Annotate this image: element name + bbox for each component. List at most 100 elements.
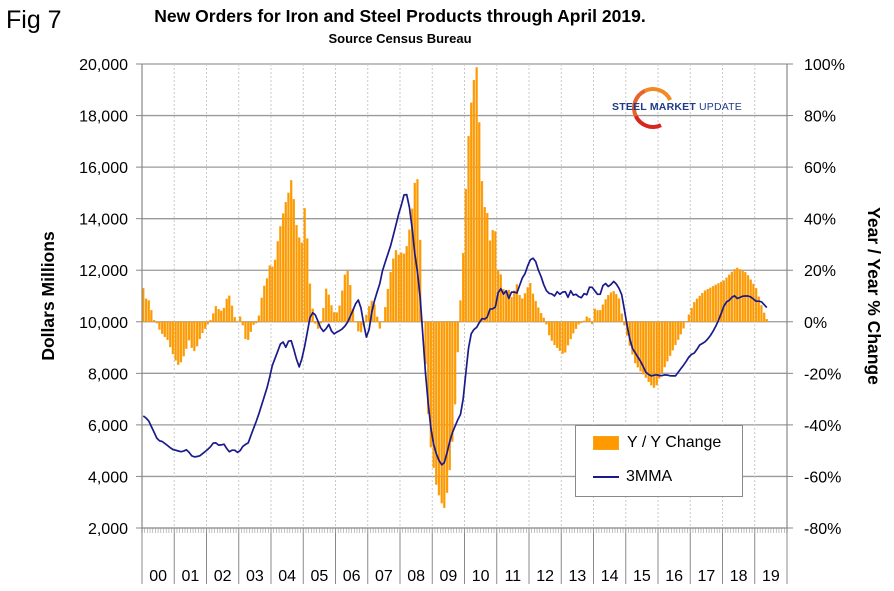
bar-yoy (499, 274, 502, 322)
bar-yoy (534, 301, 537, 322)
bar-yoy (572, 321, 575, 334)
x-tick-label: 17 (697, 568, 715, 585)
bar-yoy (725, 277, 728, 322)
bar-yoy (161, 321, 164, 334)
bar-yoy (701, 292, 704, 322)
bar-yoy (338, 305, 341, 322)
bar-series-yoy (142, 67, 768, 508)
legend-label-yoy: Y / Y Change (627, 434, 722, 451)
chart-subtitle: Source Census Bureau (328, 31, 472, 46)
x-tick-label: 01 (181, 568, 199, 585)
bar-yoy (545, 321, 548, 325)
bar-yoy (601, 304, 605, 322)
bar-yoy (542, 317, 545, 322)
bar-yoy (746, 275, 750, 322)
bar-yoy (376, 316, 379, 322)
bar-yoy (400, 252, 403, 322)
y-tick-label-right: 60% (804, 160, 836, 177)
bar-yoy (539, 313, 543, 322)
bar-yoy (693, 302, 696, 322)
bar-yoy (502, 288, 505, 322)
legend-line-swatch (593, 476, 619, 478)
logo-word-market: MARKET (649, 101, 696, 113)
bar-yoy (647, 321, 650, 383)
bar-yoy (677, 321, 680, 340)
bar-yoy (505, 290, 508, 322)
x-tick-label: 19 (762, 568, 780, 585)
bar-yoy (292, 199, 295, 322)
bar-yoy (585, 316, 588, 322)
bar-yoy (666, 321, 669, 362)
bar-yoy (604, 299, 607, 322)
bar-yoy (408, 229, 411, 322)
x-tick-label: 09 (439, 568, 457, 585)
bar-yoy (416, 179, 419, 322)
bar-yoy (491, 230, 494, 322)
bar-yoy (230, 305, 234, 322)
bar-yoy (373, 304, 376, 322)
y-tick-label-left: 6,000 (88, 418, 128, 435)
x-tick-label: 14 (601, 568, 619, 585)
bar-yoy (177, 321, 180, 365)
bar-yoy (158, 321, 161, 330)
bar-yoy (510, 297, 513, 322)
bar-yoy (736, 267, 739, 322)
bar-yoy (185, 321, 188, 349)
bar-yoy (322, 307, 325, 322)
bar-yoy (357, 321, 360, 332)
bar-yoy (760, 305, 763, 322)
bar-yoy (448, 321, 451, 471)
bar-yoy (281, 213, 285, 322)
bar-yoy (451, 321, 454, 442)
bar-yoy (324, 288, 328, 322)
bar-yoy (620, 313, 623, 322)
legend-label-3mma: 3MMA (626, 468, 673, 485)
bar-yoy (432, 321, 435, 468)
bar-yoy (287, 192, 290, 322)
y-tick-label-left: 18,000 (79, 109, 128, 126)
bar-yoy (550, 321, 553, 341)
bar-yoy (462, 252, 465, 322)
bar-yoy (314, 321, 317, 324)
bar-yoy (580, 321, 583, 324)
y-tick-label-right: 20% (804, 263, 836, 280)
bar-yoy (209, 319, 212, 322)
bar-yoy (190, 321, 193, 348)
bar-yoy (359, 321, 363, 333)
bar-yoy (470, 102, 473, 322)
bar-yoy (596, 310, 599, 322)
bar-yoy (445, 321, 449, 493)
bar-yoy (298, 237, 301, 322)
bar-yoy (437, 321, 441, 496)
bar-yoy (706, 288, 709, 322)
bar-yoy (695, 298, 699, 322)
bar-yoy (494, 231, 497, 322)
bar-yoy (440, 321, 443, 504)
bar-yoy (623, 321, 626, 326)
bar-yoy (365, 314, 368, 322)
bar-yoy (150, 310, 153, 322)
bar-yoy (247, 321, 250, 340)
bar-yoy (225, 298, 228, 322)
bar-yoy (507, 289, 510, 322)
bar-yoy (513, 290, 516, 322)
bar-yoy (566, 321, 570, 346)
bar-yoy (765, 319, 768, 322)
y-tick-label-right: 40% (804, 212, 836, 229)
y-tick-label-left: 12,000 (79, 263, 128, 280)
y-tick-label-right: 100% (804, 57, 845, 74)
bar-yoy (386, 288, 390, 322)
bar-yoy (182, 321, 185, 357)
bar-yoy (679, 321, 682, 335)
bar-yoy (410, 208, 414, 322)
bar-yoy (609, 292, 613, 322)
bar-yoy (650, 321, 653, 386)
bar-yoy (381, 321, 384, 323)
bar-yoy (593, 308, 596, 322)
bar-yoy (599, 310, 602, 322)
bar-yoy (252, 321, 255, 325)
bar-yoy (378, 321, 381, 329)
bar-yoy (556, 321, 559, 348)
bar-yoy (682, 321, 685, 329)
bar-yoy (685, 321, 688, 323)
